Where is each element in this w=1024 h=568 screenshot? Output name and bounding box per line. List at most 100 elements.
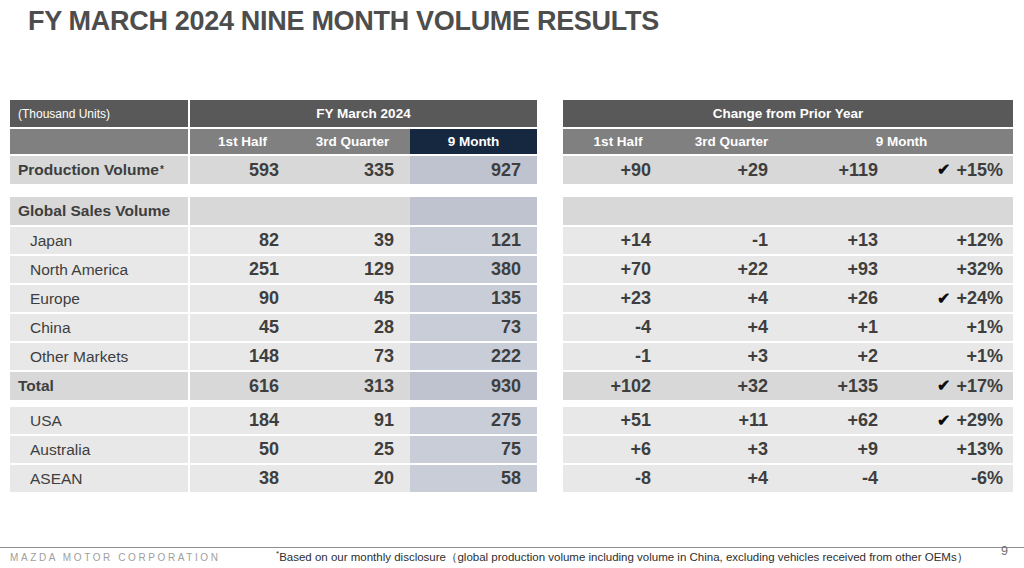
change-cell bbox=[563, 197, 673, 225]
row-label: USA bbox=[10, 407, 190, 434]
volume-cell: 45 bbox=[295, 285, 410, 312]
change-cell: +90 bbox=[563, 156, 673, 184]
change-cell: +22 bbox=[673, 256, 790, 283]
volume-cell: 616 bbox=[190, 372, 295, 400]
check-icon: ✔ bbox=[937, 162, 950, 178]
units-label: (Thousand Units) bbox=[10, 100, 190, 127]
volume-cell: 129 bbox=[295, 256, 410, 283]
volume-cell: 593 bbox=[190, 156, 295, 184]
right-table-group-header: Change from Prior Year bbox=[563, 100, 1013, 127]
company-name: MAZDA MOTOR CORPORATION bbox=[10, 552, 221, 563]
change-cell: +135 bbox=[790, 372, 900, 400]
volume-cell: 927 bbox=[410, 156, 537, 184]
volume-cell: 335 bbox=[295, 156, 410, 184]
volume-cell: 184 bbox=[190, 407, 295, 434]
change-cell: +93 bbox=[790, 256, 900, 283]
check-icon: ✔ bbox=[937, 413, 950, 429]
left-table-body: Production Volume*593335927 Global Sales … bbox=[10, 156, 537, 492]
column-header-9-month: 9 Month bbox=[410, 129, 537, 154]
right-table-column-header-row: 1st Half 3rd Quarter 9 Month bbox=[563, 129, 1013, 154]
percent-cell: +32% bbox=[900, 256, 1013, 283]
row-label: Australia bbox=[10, 436, 190, 463]
table-row: Production Volume*593335927 bbox=[10, 156, 537, 184]
volume-cell: 90 bbox=[190, 285, 295, 312]
table-row: +102+32+135✔+17% bbox=[563, 372, 1013, 400]
table-row: Australia502575 bbox=[10, 436, 537, 463]
volume-cell: 75 bbox=[410, 436, 537, 463]
change-cell: +23 bbox=[563, 285, 673, 312]
change-cell: +102 bbox=[563, 372, 673, 400]
page-title: FY MARCH 2024 NINE MONTH VOLUME RESULTS bbox=[28, 6, 659, 37]
row-label: Total bbox=[10, 372, 190, 400]
table-row: Global Sales Volume bbox=[10, 197, 537, 225]
change-cell: +51 bbox=[563, 407, 673, 434]
volume-cell: 135 bbox=[410, 285, 537, 312]
change-cell bbox=[790, 197, 900, 225]
percent-cell: ✔+29% bbox=[900, 407, 1013, 434]
volume-cell: 73 bbox=[295, 343, 410, 370]
percent-cell: +12% bbox=[900, 227, 1013, 254]
change-cell: -4 bbox=[790, 465, 900, 492]
row-label: Other Markets bbox=[10, 343, 190, 370]
slide: FY MARCH 2024 NINE MONTH VOLUME RESULTS … bbox=[0, 0, 1024, 568]
volume-cell: 313 bbox=[295, 372, 410, 400]
volume-cell: 930 bbox=[410, 372, 537, 400]
percent-cell: +1% bbox=[900, 343, 1013, 370]
change-cell: -1 bbox=[563, 343, 673, 370]
row-label: Production Volume* bbox=[10, 156, 190, 184]
table-row: -1+3+2+1% bbox=[563, 343, 1013, 370]
table-row: +51+11+62✔+29% bbox=[563, 407, 1013, 434]
table-row: +70+22+93+32% bbox=[563, 256, 1013, 283]
change-cell: -1 bbox=[673, 227, 790, 254]
page-number: 9 bbox=[1001, 544, 1008, 558]
volume-cell bbox=[410, 197, 537, 225]
row-label: North America bbox=[10, 256, 190, 283]
volume-cell: 222 bbox=[410, 343, 537, 370]
change-cell: +70 bbox=[563, 256, 673, 283]
change-cell: -8 bbox=[563, 465, 673, 492]
volume-cell bbox=[190, 197, 295, 225]
row-label: Europe bbox=[10, 285, 190, 312]
percent-cell: -6% bbox=[900, 465, 1013, 492]
volume-cell: 148 bbox=[190, 343, 295, 370]
table-row: USA18491275 bbox=[10, 407, 537, 434]
percent-cell: ✔+17% bbox=[900, 372, 1013, 400]
change-cell: +26 bbox=[790, 285, 900, 312]
volume-cell: 50 bbox=[190, 436, 295, 463]
volume-cell: 20 bbox=[295, 465, 410, 492]
left-table-column-header-row: 1st Half 3rd Quarter 9 Month bbox=[10, 129, 537, 154]
right-table-body: +90+29+119✔+15% +14-1+13+12%+70+22+93+32%… bbox=[563, 156, 1013, 492]
row-label: Global Sales Volume bbox=[10, 197, 190, 225]
right-table-group-header-row: Change from Prior Year bbox=[563, 100, 1013, 127]
change-cell: +14 bbox=[563, 227, 673, 254]
change-cell: +6 bbox=[563, 436, 673, 463]
percent-cell: ✔+24% bbox=[900, 285, 1013, 312]
change-cell: +9 bbox=[790, 436, 900, 463]
column-header-3rd-quarter: 3rd Quarter bbox=[673, 129, 790, 154]
table-row: -8+4-4-6% bbox=[563, 465, 1013, 492]
change-cell: +1 bbox=[790, 314, 900, 341]
check-icon: ✔ bbox=[937, 291, 950, 307]
change-cell: +119 bbox=[790, 156, 900, 184]
table-row bbox=[563, 197, 1013, 225]
column-header-1st-half: 1st Half bbox=[190, 129, 295, 154]
table-row: +90+29+119✔+15% bbox=[563, 156, 1013, 184]
left-table-group-header-row: (Thousand Units) FY March 2024 bbox=[10, 100, 537, 127]
table-row: +14-1+13+12% bbox=[563, 227, 1013, 254]
row-label: China bbox=[10, 314, 190, 341]
table-row: Japan8239121 bbox=[10, 227, 537, 254]
change-table: Change from Prior Year 1st Half 3rd Quar… bbox=[563, 100, 1013, 494]
volume-cell bbox=[295, 197, 410, 225]
change-cell: +29 bbox=[673, 156, 790, 184]
percent-cell: ✔+15% bbox=[900, 156, 1013, 184]
volume-cell: 121 bbox=[410, 227, 537, 254]
row-label: ASEAN bbox=[10, 465, 190, 492]
change-cell: +2 bbox=[790, 343, 900, 370]
table-row: North America251129380 bbox=[10, 256, 537, 283]
volume-cell: 39 bbox=[295, 227, 410, 254]
change-cell bbox=[673, 197, 790, 225]
check-icon: ✔ bbox=[937, 378, 950, 394]
change-cell: +4 bbox=[673, 465, 790, 492]
table-row: +23+4+26✔+24% bbox=[563, 285, 1013, 312]
table-row: Total616313930 bbox=[10, 372, 537, 400]
